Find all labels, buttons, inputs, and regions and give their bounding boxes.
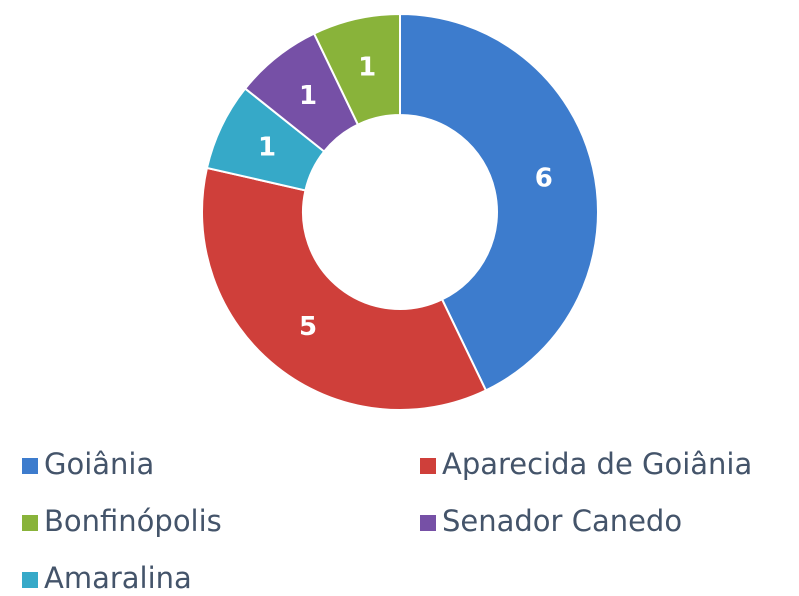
data-label: 5: [299, 312, 317, 342]
legend-label: Goiânia: [44, 447, 154, 481]
slice: [399, 12, 599, 392]
data-label: 1: [358, 53, 376, 83]
data-label: 6: [535, 164, 553, 194]
legend-label: Bonfinópolis: [44, 504, 222, 538]
legend-swatch: [420, 458, 436, 474]
legend-swatch: [22, 458, 38, 474]
data-label: 1: [299, 81, 317, 111]
slice: [312, 12, 401, 126]
legend-swatch: [420, 515, 436, 531]
data-label: 1: [258, 133, 276, 163]
legend-label: Senador Canedo: [442, 504, 682, 538]
legend-label: Aparecida de Goiânia: [442, 447, 752, 481]
slice: [201, 166, 488, 411]
legend-swatch: [22, 515, 38, 531]
legend-swatch: [22, 572, 38, 588]
legend-label: Amaralina: [44, 561, 192, 595]
